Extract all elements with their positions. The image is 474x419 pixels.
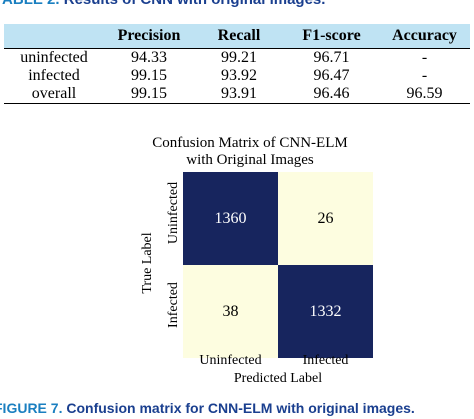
chart-title-line-2: with Original Images (186, 152, 314, 168)
x-axis-label: Predicted Label (233, 371, 323, 386)
table-cell: 93.92 (221, 67, 257, 84)
header-f1-score: F1-score (284, 24, 379, 49)
y-axis-label: True Label (140, 232, 155, 294)
header-cell-empty (4, 24, 104, 49)
header-recall: Recall (194, 24, 284, 49)
table-cell: 94.33 (131, 49, 167, 66)
matrix-cell-uninfected-infected: 26 (278, 172, 373, 265)
table-cell: 99.15 (104, 85, 194, 104)
table-header-row: Precision Recall F1-score Accuracy (4, 24, 470, 49)
figure-caption-label: FIGURE 7. (0, 400, 63, 416)
matrix-cell-uninfected-uninfected: 1360 (183, 172, 278, 265)
table-cell: - (421, 67, 428, 84)
figure-caption: FIGURE 7. Confusion matrix for CNN-ELM w… (0, 400, 415, 416)
table-row: overall 99.15 93.91 96.46 96.59 (4, 85, 470, 104)
table-cell: 99.21 (221, 49, 257, 66)
matrix-cell-infected-infected: 1332 (278, 265, 373, 358)
table-cell: 96.46 (284, 85, 379, 104)
table-row: infected 99.15 93.92 96.47 - (4, 67, 470, 85)
row-label: infected (28, 67, 80, 84)
table-cell: 96.59 (379, 85, 470, 104)
table-cell: 96.47 (313, 67, 350, 84)
figure-caption-text: Confusion matrix for CNN-ELM with origin… (66, 400, 415, 416)
results-table: Precision Recall F1-score Accuracy uninf… (4, 24, 470, 104)
row-label: uninfected (20, 49, 88, 66)
table-caption-label: TABLE 2. (0, 0, 60, 8)
table-cell: - (421, 49, 428, 66)
header-precision: Precision (104, 24, 194, 49)
table-cell: 99.15 (131, 67, 167, 84)
x-tick-uninfected: Uninfected (199, 353, 262, 368)
table-cell: 93.91 (194, 85, 284, 104)
table-cell: 96.71 (313, 49, 350, 66)
chart-title-line-1: Confusion Matrix of CNN-ELM (152, 135, 348, 151)
table-caption-text: Results of CNN with original images. (64, 0, 326, 8)
table-caption: TABLE 2. Results of CNN with original im… (0, 0, 325, 8)
y-tick-infected: Infected (166, 282, 181, 328)
confusion-matrix: 1360 26 38 1332 (183, 172, 373, 358)
table-row: uninfected 94.33 99.21 96.71 - (4, 49, 470, 68)
x-tick-infected: Infected (302, 353, 349, 368)
y-tick-uninfected: Uninfected (166, 181, 181, 245)
header-accuracy: Accuracy (379, 24, 470, 49)
matrix-cell-infected-uninfected: 38 (183, 265, 278, 358)
row-label: overall (4, 85, 104, 104)
